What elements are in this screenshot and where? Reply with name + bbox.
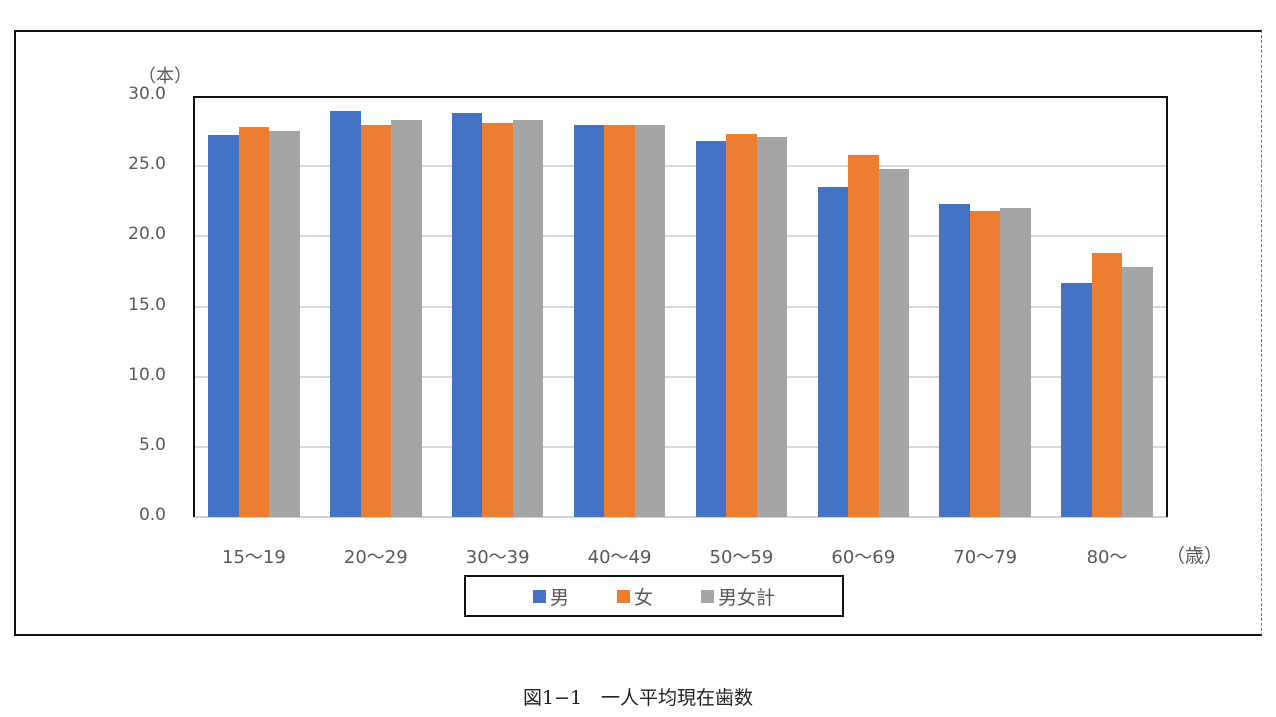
x-tick-label: 60〜69 <box>831 547 896 568</box>
gridline <box>193 235 1168 238</box>
gridline <box>193 305 1168 308</box>
bar <box>482 122 513 517</box>
legend-label: 女 <box>633 586 653 609</box>
figure-caption: 図1−1 一人平均現在歯数 <box>522 687 754 709</box>
legend-item: 男女計 <box>701 583 775 610</box>
x-tick-label: 80〜 <box>1086 547 1128 568</box>
gridline <box>193 165 1168 168</box>
legend-item: 男 <box>532 583 569 610</box>
bar <box>512 119 544 517</box>
bar <box>1000 208 1031 517</box>
bar <box>391 119 422 517</box>
bar <box>208 135 239 517</box>
y-tick-label: 10.0 <box>128 364 166 385</box>
bar <box>756 136 788 517</box>
bar <box>238 126 270 517</box>
y-tick-label: 25.0 <box>128 154 166 175</box>
bar <box>634 125 666 517</box>
legend-item: 女 <box>616 583 653 610</box>
bar <box>939 204 970 517</box>
bar <box>573 125 605 517</box>
legend-swatch-icon <box>701 589 714 603</box>
y-tick-label: 20.0 <box>128 224 166 245</box>
bar <box>1091 253 1123 517</box>
y-tick-label: 30.0 <box>128 84 166 104</box>
legend-swatch-icon <box>532 589 546 603</box>
bar <box>726 133 757 517</box>
x-tick-label: 70〜79 <box>953 547 1018 568</box>
bar <box>848 154 879 517</box>
bar <box>969 211 1001 517</box>
bar <box>360 125 392 517</box>
gridline <box>193 445 1168 448</box>
x-tick-label: 40〜49 <box>587 547 652 568</box>
x-axis-baseline <box>193 516 1168 518</box>
legend-label: 男女計 <box>718 586 776 609</box>
y-tick-label: 0.0 <box>138 505 166 525</box>
bar <box>878 168 910 517</box>
x-tick-label: 20〜29 <box>343 547 408 568</box>
bar <box>451 112 483 517</box>
bar <box>695 140 727 517</box>
legend-label: 男 <box>549 586 569 609</box>
bar <box>817 187 849 517</box>
y-axis-unit-label: （本） <box>138 66 192 87</box>
bar <box>269 131 300 517</box>
legend: 男 女 男女計 <box>464 575 844 617</box>
bar <box>1122 267 1153 517</box>
y-tick-label: 5.0 <box>138 434 166 455</box>
x-axis-unit-label: （歳） <box>1166 545 1224 567</box>
bar <box>1061 282 1092 517</box>
plot-area <box>193 96 1168 517</box>
x-tick-label: 50〜59 <box>709 547 774 568</box>
legend-swatch-icon <box>616 589 630 603</box>
gridline <box>193 375 1168 378</box>
y-tick-label: 15.0 <box>128 294 166 315</box>
bar <box>330 111 361 517</box>
x-tick-label: 15〜19 <box>222 547 286 568</box>
x-tick-label: 30〜39 <box>465 547 530 568</box>
bar <box>604 125 635 517</box>
